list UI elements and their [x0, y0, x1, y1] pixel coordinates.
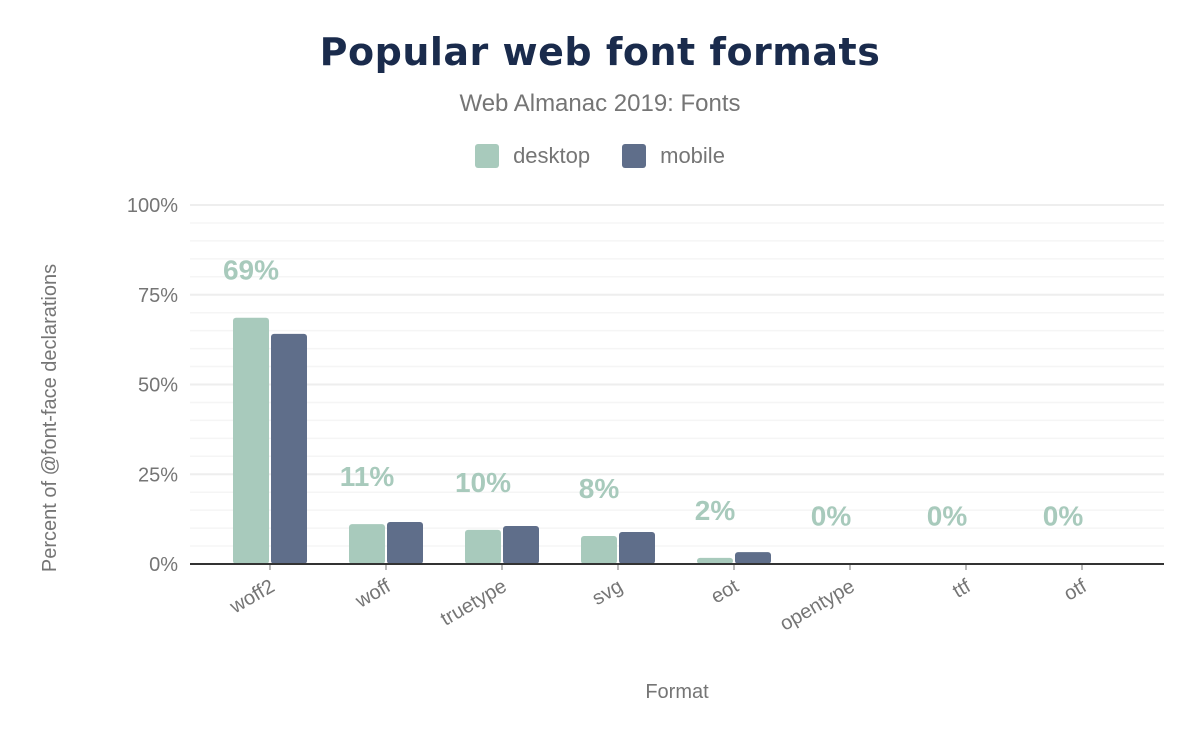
data-label: 0%: [927, 501, 968, 532]
data-label: 10%: [455, 467, 511, 498]
y-tick-label: 25%: [138, 464, 178, 486]
data-label: 2%: [695, 495, 736, 526]
data-label: 8%: [579, 473, 620, 504]
x-axis-title: Format: [645, 681, 709, 703]
data-label: 69%: [223, 255, 279, 286]
legend-label: desktop: [513, 143, 591, 168]
bar-mobile: [735, 552, 771, 564]
data-label: 0%: [811, 501, 852, 532]
x-tick-label: otf: [1060, 575, 1091, 605]
x-tick-label: opentype: [776, 575, 858, 635]
x-tick-label: woff: [351, 575, 395, 613]
data-label: 11%: [340, 461, 395, 492]
legend-swatch-mobile: [622, 144, 647, 168]
chart-subtitle: Web Almanac 2019: Fonts: [459, 90, 741, 117]
y-tick-label: 100%: [127, 195, 178, 217]
bar-mobile: [271, 333, 307, 564]
bar-mobile: [503, 525, 539, 564]
x-tick-label: woff2: [226, 575, 279, 618]
data-label: 0%: [1043, 501, 1084, 532]
bar-desktop: [581, 535, 617, 564]
x-tick-label: eot: [707, 575, 742, 608]
y-tick-label: 50%: [138, 375, 178, 397]
bar-desktop: [349, 524, 385, 564]
x-tick-label: ttf: [949, 575, 975, 603]
chart-title: Popular web font formats: [319, 30, 881, 74]
y-tick-label: 0%: [149, 554, 178, 576]
legend-item-mobile[interactable]: mobile: [622, 143, 725, 169]
bar-mobile: [387, 521, 423, 564]
legend: desktop mobile: [0, 143, 1200, 169]
bar-desktop: [465, 529, 501, 564]
y-axis-title: Percent of @font-face declarations: [39, 264, 61, 572]
bar-desktop: [697, 557, 733, 564]
x-tick-label: svg: [589, 575, 627, 610]
legend-label: mobile: [660, 143, 725, 168]
bar-desktop: [233, 317, 269, 564]
legend-swatch-desktop: [475, 144, 500, 168]
bar-mobile: [619, 532, 655, 564]
legend-item-desktop[interactable]: desktop: [475, 143, 590, 169]
y-tick-label: 75%: [138, 285, 178, 307]
x-tick-label: truetype: [437, 575, 511, 630]
